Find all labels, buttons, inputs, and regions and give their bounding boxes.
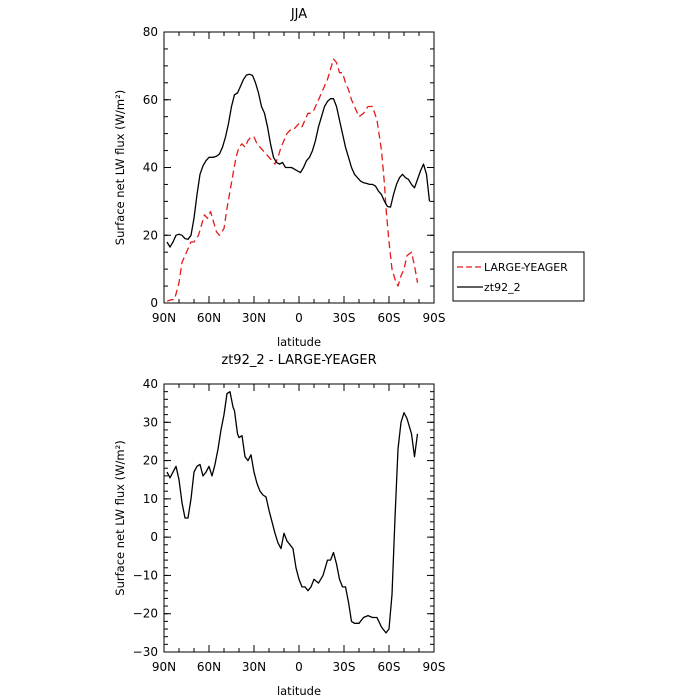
panel-top: JJA 90N 60N 30N 0 30S 60S 90S 0 20 40 60 80 latitude S… (113, 7, 585, 349)
y-axis-label: Surface net LW flux (W/m²) (113, 440, 127, 595)
plot-frame (163, 31, 435, 304)
legend: LARGE-YEAGER zt92_2 (452, 251, 585, 302)
x-tick-label: 90N (152, 660, 176, 674)
x-tick-label: 60N (197, 311, 221, 325)
y-tick-label: −10 (133, 568, 158, 582)
y-tick-label: 30 (143, 415, 158, 429)
y-tick-label: 60 (143, 93, 158, 107)
y-tick-label: 40 (143, 161, 158, 175)
y-tick-label: 80 (143, 25, 158, 39)
x-tick-label: 30S (333, 660, 356, 674)
x-tick-label: 30N (242, 660, 266, 674)
series-line-large-yeager (166, 58, 419, 302)
x-tick-label: 30N (242, 311, 266, 325)
y-tick-label: 10 (143, 492, 158, 506)
x-axis-label: latitude (277, 684, 321, 698)
y-tick-label: 40 (143, 377, 158, 391)
plot-frame (163, 383, 435, 653)
y-tick-label: 20 (143, 454, 158, 468)
y-tick-label: 0 (150, 296, 158, 310)
x-axis-label: latitude (277, 335, 321, 349)
legend-label: zt92_2 (484, 281, 521, 294)
y-tick-label: 20 (143, 228, 158, 242)
legend-box (452, 251, 585, 302)
series-line-difference (166, 391, 419, 634)
x-tick-label: 0 (295, 311, 303, 325)
x-tick-label: 30S (333, 311, 356, 325)
y-tick-label: −30 (133, 645, 158, 659)
series-line-zt92-2 (166, 73, 431, 248)
y-tick-label: −20 (133, 607, 158, 621)
chart-title: zt92_2 - LARGE-YEAGER (221, 353, 376, 368)
chart-title: JJA (290, 7, 307, 22)
x-tick-label: 90S (423, 311, 446, 325)
x-tick-label: 60N (197, 660, 221, 674)
legend-label: LARGE-YEAGER (484, 261, 568, 274)
x-tick-label: 60S (378, 660, 401, 674)
x-tick-label: 90N (152, 311, 176, 325)
x-tick-label: 0 (295, 660, 303, 674)
x-tick-label: 90S (423, 660, 446, 674)
x-tick-label: 60S (378, 311, 401, 325)
y-tick-label: 0 (150, 530, 158, 544)
panel-bottom: zt92_2 - LARGE-YEAGER 90N 60N 30N 0 30S 60S 90S… (113, 353, 445, 698)
y-axis-label: Surface net LW flux (W/m²) (113, 90, 127, 245)
